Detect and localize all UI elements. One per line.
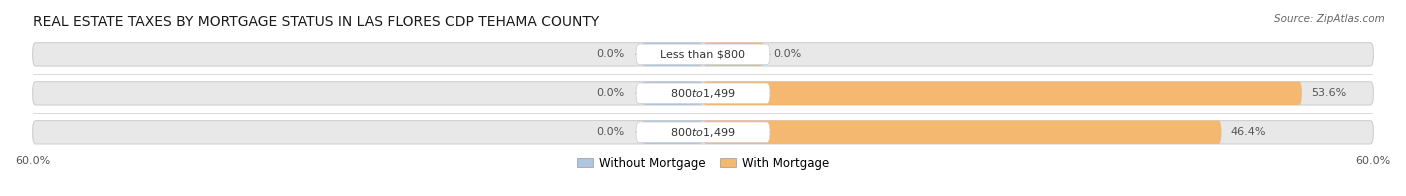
Text: REAL ESTATE TAXES BY MORTGAGE STATUS IN LAS FLORES CDP TEHAMA COUNTY: REAL ESTATE TAXES BY MORTGAGE STATUS IN … <box>32 15 599 29</box>
FancyBboxPatch shape <box>703 121 1222 144</box>
FancyBboxPatch shape <box>32 121 1374 144</box>
Text: 46.4%: 46.4% <box>1230 127 1265 137</box>
Text: 0.0%: 0.0% <box>596 88 624 98</box>
FancyBboxPatch shape <box>641 82 703 105</box>
Text: $800 to $1,499: $800 to $1,499 <box>671 87 735 100</box>
Text: 53.6%: 53.6% <box>1310 88 1346 98</box>
FancyBboxPatch shape <box>32 43 1374 66</box>
FancyBboxPatch shape <box>641 121 703 144</box>
FancyBboxPatch shape <box>636 83 770 104</box>
Text: Source: ZipAtlas.com: Source: ZipAtlas.com <box>1274 14 1385 24</box>
Text: Less than $800: Less than $800 <box>661 49 745 59</box>
Legend: Without Mortgage, With Mortgage: Without Mortgage, With Mortgage <box>572 152 834 174</box>
FancyBboxPatch shape <box>703 82 1302 105</box>
FancyBboxPatch shape <box>703 43 765 66</box>
FancyBboxPatch shape <box>641 43 703 66</box>
Text: 0.0%: 0.0% <box>773 49 801 59</box>
Text: 0.0%: 0.0% <box>596 127 624 137</box>
FancyBboxPatch shape <box>32 82 1374 105</box>
FancyBboxPatch shape <box>636 122 770 142</box>
Text: $800 to $1,499: $800 to $1,499 <box>671 126 735 139</box>
FancyBboxPatch shape <box>636 44 770 65</box>
Text: 0.0%: 0.0% <box>596 49 624 59</box>
